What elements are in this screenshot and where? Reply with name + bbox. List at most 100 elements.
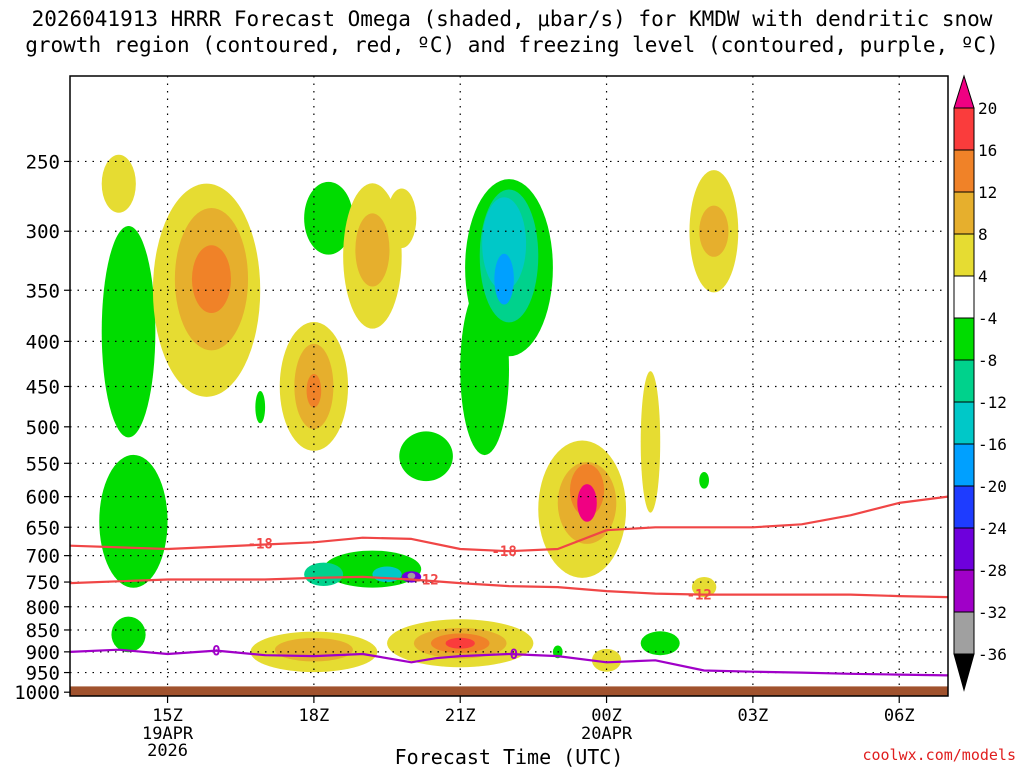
contour-line-2 [70,648,948,677]
omega-cell [640,371,661,513]
omega-cell [407,572,416,579]
omega-cell [640,631,680,656]
x-tick-label: 03Z [738,706,769,726]
colorbar-bin [953,233,975,277]
contour-label: -12 [687,588,712,604]
ground-band [70,686,948,696]
contour-line-0 [70,495,948,553]
omega-shading [99,154,739,673]
colorbar-arrow-top [953,74,975,109]
title-line-2: growth region (contoured, red, ºC) and f… [25,33,999,57]
omega-cell [306,373,322,408]
omega-cell [699,471,709,489]
colorbar-label: -32 [978,603,1007,622]
y-tick-label: 750 [26,572,60,594]
x-tick-year: 2026 [147,741,188,761]
y-tick-label: 450 [26,376,60,398]
contour-label: -18 [248,536,273,552]
colorbar-bin [953,485,975,529]
colorbar-label: -12 [978,393,1007,412]
colorbar-bin [953,107,975,151]
omega-cell [101,154,136,213]
colorbar-label: 4 [978,267,988,286]
colorbar-bin [953,191,975,235]
colorbar-legend: 20 16 12 8 4 -4 -8 -12 -16 -20 -24 -28 -32 -36 [953,74,1007,692]
colorbar-bin [953,527,975,571]
omega-cell [494,253,514,305]
omega-cell [255,391,266,424]
omega-cell [699,205,729,257]
title-line-1: 2026041913 HRRR Forecast Omega (shaded, … [31,7,993,31]
omega-cell [445,637,475,649]
colorbar-bin [953,569,975,613]
colorbar-bin [953,401,975,445]
colorbar-bin [953,611,975,655]
y-tick-label: 650 [26,517,60,539]
omega-cell [304,562,344,587]
credit-link[interactable]: coolwx.com/models [862,746,1016,764]
x-tick-date: 20APR [581,724,633,744]
y-tick-label: 900 [26,642,60,664]
x-tick-label: 18Z [299,706,330,726]
omega-cell [191,245,231,314]
y-tick-label: 350 [26,280,60,302]
colorbar-label: -28 [978,561,1007,580]
y-tick-label: 500 [26,417,60,439]
contour-lines [70,495,948,677]
colorbar-label: 20 [978,99,997,118]
ground-surface [70,686,948,696]
y-tick-label: 700 [26,546,60,568]
contour-label: 0 [212,644,220,660]
colorbar-label: -20 [978,477,1007,496]
x-tick-date: 19APR [142,724,194,744]
y-tick-label: 1000 [14,682,60,704]
y-tick-label: 400 [26,331,60,353]
contour-labels: -18 -18 -12 -12 0 0 [212,536,712,663]
x-axis-label: Forecast Time (UTC) [395,745,624,768]
y-tick-label: 300 [26,221,60,243]
colorbar-bin [953,359,975,403]
x-tick-label: 00Z [591,706,622,726]
colorbar-bin [953,443,975,487]
omega-cell [482,197,527,291]
colorbar-bin [953,317,975,361]
omega-cell [355,213,390,287]
colorbar-label: -4 [978,309,997,328]
y-tick-label: 950 [26,663,60,685]
y-tick-label: 800 [26,597,60,619]
y-tick-label: 850 [26,620,60,642]
omega-cell [274,637,353,662]
colorbar-label: -8 [978,351,997,370]
contour-label: -18 [491,544,516,560]
contour-label: -12 [413,572,438,588]
colorbar-label: 12 [978,183,997,202]
x-tick-label: 21Z [445,706,476,726]
colorbar-label: -24 [978,519,1007,538]
contour-label: 0 [510,647,518,663]
colorbar-bin [953,149,975,193]
x-tick-label: 15Z [152,706,183,726]
chart-title: 2026041913 HRRR Forecast Omega (shaded, … [0,6,1024,58]
y-tick-label: 250 [26,151,60,173]
colorbar-bin [953,275,975,319]
y-tick-label: 600 [26,487,60,509]
omega-cell [387,188,417,249]
colorbar-label: -16 [978,435,1007,454]
omega-cell [399,431,453,482]
colorbar-label: 8 [978,225,988,244]
omega-cell [691,577,717,598]
y-axis: 2503003504004505005506006507007508008509… [14,151,70,704]
omega-cell [304,181,353,255]
omega-cell [591,648,622,672]
colorbar-label: 16 [978,141,997,160]
omega-cell [111,616,146,653]
x-tick-label: 06Z [884,706,915,726]
omega-cell [99,454,168,588]
colorbar-arrow-bottom [953,653,975,692]
y-tick-label: 550 [26,453,60,475]
contour-line-1 [70,575,948,599]
colorbar-label: -36 [978,645,1007,664]
omega-cell [577,484,597,522]
